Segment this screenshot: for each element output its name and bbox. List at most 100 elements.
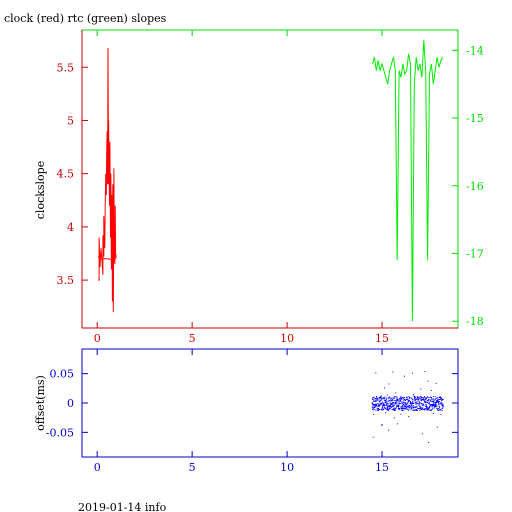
offset-point: [416, 409, 418, 411]
slope-x-tick-label: 10: [280, 332, 294, 345]
offset-point: [393, 402, 395, 404]
offset-point: [425, 406, 427, 408]
offset-point: [440, 409, 442, 411]
offset-point: [389, 396, 391, 398]
offset-point: [376, 398, 378, 400]
offset-point: [376, 406, 378, 408]
offset-point: [378, 401, 380, 402]
offset-point: [430, 409, 432, 411]
offset-point: [402, 408, 404, 410]
offset-point: [440, 414, 442, 416]
offset-point: [382, 405, 384, 407]
offset-point: [408, 396, 410, 398]
slope-left-tick-label: 5: [67, 114, 74, 127]
offset-point: [428, 399, 430, 401]
offset-point: [387, 405, 389, 407]
offset-axis-ticks: 0 5 10 15 0.05 0 -0.05: [46, 349, 458, 474]
offset-x-tick-label: 10: [280, 461, 294, 474]
slope-left-tick-label: 3.5: [57, 274, 75, 287]
offset-x-tick-label: 5: [189, 461, 196, 474]
offset-point: [394, 407, 396, 409]
offset-point: [414, 406, 416, 408]
offset-point: [387, 407, 389, 408]
offset-point: [377, 405, 379, 406]
offset-point: [417, 397, 419, 399]
offset-point: [408, 399, 410, 401]
offset-point: [409, 406, 411, 408]
offset-point: [407, 400, 409, 402]
offset-point: [376, 400, 378, 402]
offset-point: [426, 405, 428, 407]
offset-point: [428, 442, 430, 443]
offset-point: [389, 406, 391, 408]
offset-point: [403, 402, 405, 404]
offset-point: [431, 406, 433, 408]
offset-point: [392, 371, 394, 373]
offset-point: [404, 397, 406, 398]
offset-point: [441, 397, 442, 399]
offset-point: [423, 400, 425, 401]
offset-panel: offset(ms) 0 5 10 15 0.05 0 -0.05: [34, 348, 459, 474]
offset-point: [378, 408, 380, 410]
offset-point: [437, 397, 439, 398]
offset-point: [410, 406, 412, 408]
offset-point: [387, 405, 389, 407]
offset-point: [377, 398, 379, 400]
offset-point: [415, 403, 417, 405]
offset-point: [441, 402, 443, 404]
offset-point: [382, 397, 384, 399]
offset-point: [432, 413, 434, 414]
offset-point: [398, 405, 400, 407]
offset-points: [371, 370, 444, 443]
offset-point: [403, 400, 404, 402]
offset-point: [401, 402, 403, 404]
offset-point: [436, 408, 438, 410]
offset-point: [430, 400, 432, 402]
offset-point: [380, 404, 382, 406]
offset-point: [380, 396, 382, 398]
offset-point: [380, 400, 382, 402]
offset-point: [385, 398, 387, 400]
offset-point: [424, 400, 426, 402]
offset-point: [392, 407, 394, 409]
offset-point: [411, 402, 413, 403]
offset-point: [433, 405, 435, 407]
offset-point: [425, 408, 427, 410]
offset-point: [428, 408, 430, 410]
offset-point: [406, 407, 407, 409]
offset-point: [426, 407, 428, 409]
offset-point: [376, 403, 378, 405]
offset-point: [421, 403, 422, 405]
offset-point: [437, 400, 439, 402]
offset-point: [413, 402, 414, 404]
offset-point: [438, 409, 440, 411]
offset-point: [420, 400, 422, 402]
offset-point: [398, 408, 399, 409]
offset-point: [437, 398, 439, 400]
offset-point: [418, 403, 420, 405]
offset-point: [374, 404, 376, 406]
offset-point: [390, 400, 392, 402]
offset-point: [384, 397, 385, 399]
offset-point: [436, 426, 438, 428]
offset-point: [417, 402, 419, 404]
offset-point: [435, 400, 437, 402]
offset-point: [437, 398, 439, 400]
offset-point: [372, 404, 374, 406]
offset-point: [391, 399, 393, 401]
offset-point: [412, 410, 414, 411]
offset-point: [402, 410, 404, 411]
offset-point: [387, 403, 389, 405]
offset-point: [440, 403, 441, 405]
offset-point: [384, 405, 386, 407]
offset-point: [383, 397, 385, 399]
offset-point: [377, 403, 379, 405]
offset-point: [417, 399, 419, 401]
offset-point: [386, 404, 387, 406]
footer-date-info: 2019-01-14 info: [78, 501, 167, 512]
offset-point: [418, 407, 420, 409]
offset-point: [416, 398, 418, 400]
offset-point: [407, 399, 409, 401]
offset-point: [378, 396, 380, 398]
